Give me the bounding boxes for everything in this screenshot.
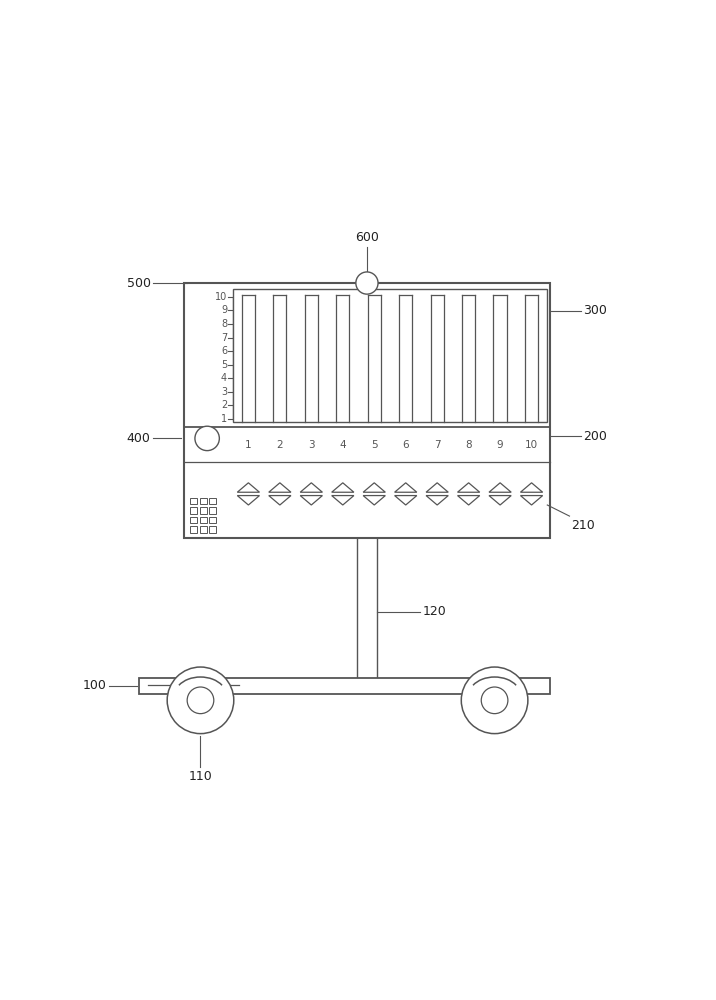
Circle shape	[481, 687, 508, 714]
Text: 7: 7	[434, 440, 440, 450]
Bar	[190, 498, 197, 504]
Circle shape	[461, 667, 528, 734]
Text: 210: 210	[571, 519, 595, 532]
Text: 110: 110	[188, 770, 213, 783]
Text: 120: 120	[422, 605, 446, 618]
Bar	[190, 517, 197, 523]
Circle shape	[356, 272, 378, 294]
Bar	[209, 526, 216, 533]
Text: 100: 100	[82, 679, 106, 692]
Circle shape	[187, 687, 214, 714]
Text: 600: 600	[355, 231, 379, 244]
Bar	[209, 498, 216, 504]
Bar	[200, 507, 207, 514]
Text: 6: 6	[221, 346, 227, 356]
Text: 4: 4	[221, 373, 227, 383]
Text: 4: 4	[339, 440, 346, 450]
Text: 300: 300	[584, 304, 607, 317]
Text: 1: 1	[221, 414, 227, 424]
Text: 500: 500	[127, 277, 150, 290]
Bar	[209, 517, 216, 523]
Bar	[140, 678, 550, 694]
Bar	[184, 283, 550, 538]
Bar	[190, 507, 197, 514]
Text: 9: 9	[497, 440, 503, 450]
Text: 5: 5	[221, 360, 227, 370]
Text: 2: 2	[221, 400, 227, 410]
Text: 1: 1	[245, 440, 252, 450]
Bar	[200, 517, 207, 523]
Circle shape	[168, 667, 233, 734]
Text: 200: 200	[584, 430, 607, 443]
Text: 6: 6	[402, 440, 409, 450]
Circle shape	[195, 426, 219, 451]
Text: 7: 7	[221, 333, 227, 343]
Text: 3: 3	[221, 387, 227, 397]
Text: 10: 10	[215, 292, 227, 302]
Text: 5: 5	[371, 440, 377, 450]
Bar	[200, 498, 207, 504]
Text: 2: 2	[276, 440, 283, 450]
Text: 10: 10	[525, 440, 538, 450]
Text: 9: 9	[221, 305, 227, 315]
Text: 400: 400	[127, 432, 150, 445]
Text: 8: 8	[465, 440, 472, 450]
Bar	[200, 526, 207, 533]
Bar	[233, 289, 547, 422]
Text: 8: 8	[221, 319, 227, 329]
Text: 3: 3	[308, 440, 314, 450]
Bar	[209, 507, 216, 514]
Bar	[190, 526, 197, 533]
